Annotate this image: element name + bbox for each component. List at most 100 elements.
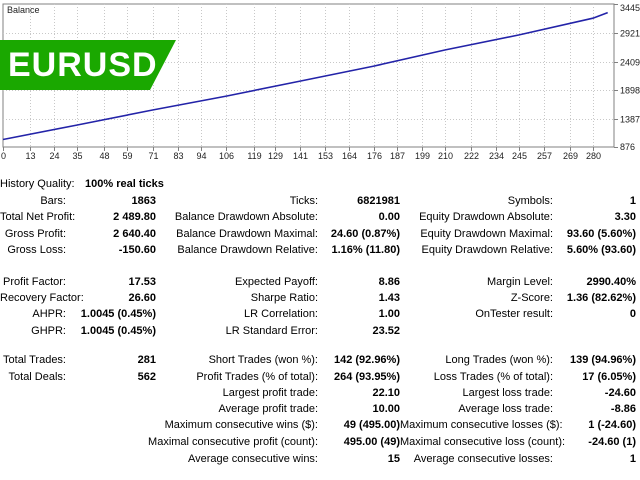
symbols-label: Symbols: [507, 195, 553, 207]
ticks-label: Ticks: [289, 195, 318, 207]
gross-loss-label: Gross Loss: [7, 244, 66, 256]
gross-loss-value: -150.60 [118, 244, 156, 256]
lr-std-error-value: 23.52 [372, 325, 400, 337]
z-score-label: Z-Score: [510, 292, 553, 304]
ahpr-value: 1.0045 (0.45%) [80, 308, 156, 320]
balance-dd-max-label: Balance Drawdown Maximal: [176, 228, 318, 240]
ontester-result-label: OnTester result: [475, 308, 553, 320]
margin-level-label: Margin Level: [486, 276, 553, 288]
ontester-result-value: 0 [629, 308, 636, 320]
x-tick-label: 210 [438, 151, 453, 161]
max-consec-wins-value: 49 (495.00) [343, 419, 400, 431]
balance-dd-abs-value: 0.00 [378, 211, 400, 223]
expected-payoff-value: 8.86 [378, 276, 400, 288]
loss-trades-value: 17 (6.05%) [582, 371, 636, 383]
max-consec-losses-label: Maximum consecutive losses ($): [400, 419, 563, 431]
x-tick-label: 153 [318, 151, 333, 161]
lr-correlation-label: LR Correlation: [244, 308, 318, 320]
maximal-consec-loss-value: -24.60 (1) [588, 436, 636, 448]
maximal-consec-profit-value: 495.00 (49) [343, 436, 400, 448]
ghpr-value: 1.0045 (0.45%) [80, 325, 156, 337]
profit-trades-label: Profit Trades (% of total): [196, 371, 318, 383]
recovery-factor-label: Recovery Factor: [0, 292, 84, 304]
largest-profit-value: 22.10 [372, 387, 400, 399]
equity-dd-rel-label: Equity Drawdown Relative: [421, 244, 553, 256]
balance-dd-abs-label: Balance Drawdown Absolute: [174, 211, 318, 223]
x-tick-label: 83 [173, 151, 183, 161]
x-tick-label: 59 [122, 151, 132, 161]
avg-profit-value: 10.00 [372, 403, 400, 415]
x-tick-label: 199 [415, 151, 430, 161]
total-trades-value: 281 [137, 354, 156, 366]
x-tick-label: 234 [489, 151, 504, 161]
bars-label: Bars: [40, 195, 66, 207]
equity-dd-abs-label: Equity Drawdown Absolute: [419, 211, 553, 223]
short-trades-value: 142 (92.96%) [333, 354, 400, 366]
symbol-badge-text: EURUSD [8, 46, 158, 84]
long-trades-label: Long Trades (won %): [445, 354, 553, 366]
equity-dd-max-value: 93.60 (5.60%) [566, 228, 636, 240]
max-consec-losses-value: 1 (-24.60) [588, 419, 636, 431]
equity-dd-rel-value: 5.60% (93.60) [566, 244, 636, 256]
x-tick-label: 13 [25, 151, 35, 161]
avg-profit-label: Average profit trade: [218, 403, 318, 415]
x-tick-label: 0 [1, 151, 6, 161]
avg-consec-wins-value: 15 [387, 453, 400, 465]
ticks-value: 6821981 [357, 195, 400, 207]
lr-correlation-value: 1.00 [378, 308, 400, 320]
maximal-consec-profit-label: Maximal consecutive profit (count): [148, 436, 318, 448]
avg-consec-wins-label: Average consecutive wins: [187, 453, 318, 465]
loss-trades-label: Loss Trades (% of total): [433, 371, 553, 383]
x-tick-label: 48 [99, 151, 109, 161]
max-consec-wins-label: Maximum consecutive wins ($): [164, 419, 318, 431]
y-tick-label: 1387 [620, 115, 640, 125]
recovery-factor-value: 26.60 [128, 292, 156, 304]
x-tick-label: 24 [49, 151, 59, 161]
total-net-profit-value: 2 489.80 [113, 211, 156, 223]
x-tick-label: 187 [390, 151, 405, 161]
total-deals-label: Total Deals: [8, 371, 66, 383]
lr-std-error-label: LR Standard Error: [225, 325, 318, 337]
balance-line [2, 11, 608, 141]
gross-profit-value: 2 640.40 [113, 228, 156, 240]
symbols-value: 1 [629, 195, 636, 207]
symbol-badge-shape [0, 40, 176, 90]
x-tick-label: 176 [367, 151, 382, 161]
equity-dd-abs-value: 3.30 [614, 211, 636, 223]
x-tick-label: 106 [219, 151, 234, 161]
profit-factor-value: 17.53 [128, 276, 156, 288]
x-tick-label: 35 [72, 151, 82, 161]
x-tick-label: 71 [148, 151, 158, 161]
x-tick-label: 129 [268, 151, 283, 161]
long-trades-value: 139 (94.96%) [569, 354, 636, 366]
y-tick-label: 3445 [620, 3, 640, 13]
total-deals-value: 562 [137, 371, 156, 383]
symbol-badge: EURUSD [0, 40, 176, 90]
y-tick-label: 2409 [620, 58, 640, 68]
ghpr-label: GHPR: [31, 325, 66, 337]
x-tick-label: 280 [586, 151, 601, 161]
total-net-profit-label: Total Net Profit: [0, 211, 76, 223]
largest-loss-value: -24.60 [604, 387, 636, 399]
sharpe-ratio-label: Sharpe Ratio: [250, 292, 318, 304]
margin-level-value: 2990.40% [586, 276, 636, 288]
expected-payoff-label: Expected Payoff: [235, 276, 318, 288]
z-score-value: 1.36 (82.62%) [566, 292, 636, 304]
sharpe-ratio-value: 1.43 [378, 292, 400, 304]
largest-profit-label: Largest profit trade: [222, 387, 318, 399]
x-tick-label: 141 [293, 151, 308, 161]
y-tick-label: 876 [620, 142, 635, 152]
balance-dd-max-value: 24.60 (0.87%) [330, 228, 400, 240]
maximal-consec-loss-label: Maximal consecutive loss (count): [400, 436, 566, 448]
x-tick-label: 245 [512, 151, 527, 161]
avg-consec-losses-label: Average consecutive losses: [413, 453, 553, 465]
x-tick-label: 119 [247, 151, 261, 161]
balance-dd-rel-value: 1.16% (11.80) [331, 244, 401, 256]
x-tick-label: 94 [196, 151, 206, 161]
y-tick-label: 1898 [620, 86, 640, 96]
short-trades-label: Short Trades (won %): [208, 354, 318, 366]
largest-loss-label: Largest loss trade: [462, 387, 554, 399]
history-quality-value: 100% real ticks [85, 178, 164, 190]
x-tick-label: 269 [563, 151, 578, 161]
chart-title: Balance [7, 5, 40, 15]
